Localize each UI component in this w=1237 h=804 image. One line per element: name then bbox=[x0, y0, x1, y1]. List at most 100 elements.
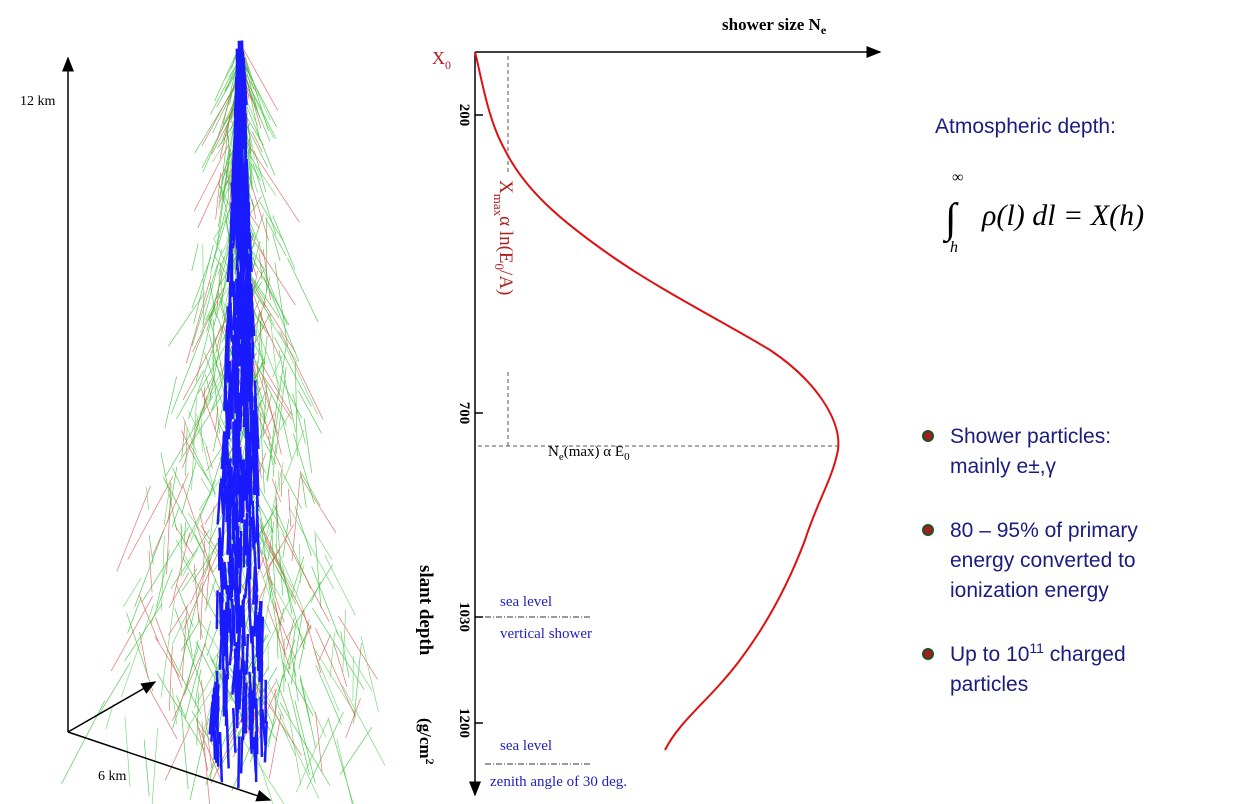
core-track bbox=[243, 473, 249, 513]
width-label: 6 km bbox=[98, 769, 127, 784]
track bbox=[196, 414, 216, 498]
track bbox=[303, 418, 312, 473]
track bbox=[336, 739, 353, 804]
tick-label: 200 bbox=[456, 104, 472, 127]
track bbox=[281, 725, 296, 757]
track bbox=[97, 662, 131, 716]
track bbox=[205, 294, 219, 321]
core-track bbox=[236, 272, 241, 314]
track bbox=[313, 530, 333, 560]
track bbox=[116, 485, 151, 572]
shower-axes bbox=[62, 56, 272, 802]
tick-label: 1030 bbox=[456, 602, 472, 632]
core-track bbox=[228, 549, 234, 598]
core-track bbox=[245, 324, 249, 373]
track bbox=[254, 344, 266, 365]
track bbox=[168, 603, 189, 636]
core-track bbox=[235, 399, 240, 434]
core-track bbox=[242, 57, 248, 106]
track bbox=[188, 410, 208, 449]
bullets: Shower particles: mainly e±,γ 80 – 95% of … bbox=[922, 425, 1138, 696]
core-track bbox=[232, 423, 236, 462]
core-track bbox=[261, 708, 267, 746]
track bbox=[148, 550, 153, 593]
core-track bbox=[236, 313, 242, 367]
track bbox=[218, 149, 231, 227]
track bbox=[255, 684, 302, 756]
track bbox=[213, 239, 239, 327]
track bbox=[192, 287, 224, 353]
core-track bbox=[238, 659, 244, 710]
track bbox=[262, 301, 296, 353]
tick-label: 700 bbox=[456, 402, 472, 425]
track bbox=[182, 549, 198, 577]
core-track bbox=[249, 462, 253, 505]
core-track bbox=[255, 485, 259, 543]
track bbox=[189, 479, 217, 543]
track bbox=[265, 218, 287, 257]
track bbox=[285, 564, 334, 640]
track bbox=[180, 621, 200, 651]
track bbox=[201, 721, 210, 804]
bullet-dot bbox=[922, 430, 934, 442]
track bbox=[180, 705, 189, 790]
track bbox=[270, 517, 276, 598]
track bbox=[286, 626, 312, 671]
core-track bbox=[244, 512, 249, 556]
track bbox=[315, 711, 323, 773]
track bbox=[258, 402, 272, 440]
core-track bbox=[245, 413, 251, 470]
track bbox=[185, 427, 188, 477]
track bbox=[176, 584, 194, 628]
core-track bbox=[248, 232, 253, 272]
core-track bbox=[228, 390, 232, 430]
core-track bbox=[241, 599, 246, 647]
core-track bbox=[220, 579, 224, 622]
track bbox=[299, 675, 316, 748]
track bbox=[219, 94, 236, 159]
core-track bbox=[241, 634, 245, 672]
track bbox=[271, 478, 282, 503]
track bbox=[333, 643, 348, 687]
track bbox=[276, 497, 279, 528]
track bbox=[277, 711, 320, 799]
track bbox=[258, 313, 281, 358]
integral: ∫ bbox=[942, 196, 959, 244]
track bbox=[143, 739, 150, 796]
track bbox=[164, 727, 191, 781]
track bbox=[210, 380, 224, 411]
track bbox=[182, 483, 214, 573]
track bbox=[272, 233, 281, 262]
core-track bbox=[248, 692, 253, 750]
core-track bbox=[239, 343, 245, 397]
track bbox=[252, 251, 268, 274]
core-track bbox=[242, 519, 246, 568]
track bbox=[266, 403, 281, 481]
track bbox=[217, 182, 232, 210]
track bbox=[267, 521, 275, 560]
zenith-label: zenith angle of 30 deg. bbox=[490, 774, 627, 790]
track bbox=[279, 411, 292, 431]
track bbox=[154, 616, 183, 688]
track bbox=[282, 662, 314, 716]
core-track bbox=[227, 303, 232, 339]
core-track bbox=[234, 133, 239, 183]
track bbox=[198, 728, 224, 786]
track bbox=[302, 686, 327, 738]
track bbox=[186, 274, 212, 364]
x0-label: X0 bbox=[432, 48, 451, 72]
track bbox=[215, 406, 219, 430]
track bbox=[191, 243, 199, 272]
track bbox=[171, 330, 205, 414]
track bbox=[171, 507, 180, 528]
sea-level-labels: sea level vertical shower sea level zeni… bbox=[490, 594, 627, 790]
track bbox=[214, 45, 241, 102]
track bbox=[147, 685, 178, 740]
track bbox=[126, 612, 154, 692]
track bbox=[199, 540, 206, 640]
track bbox=[167, 467, 178, 523]
core-track bbox=[218, 527, 224, 581]
track bbox=[268, 713, 282, 779]
core-track bbox=[240, 246, 246, 306]
